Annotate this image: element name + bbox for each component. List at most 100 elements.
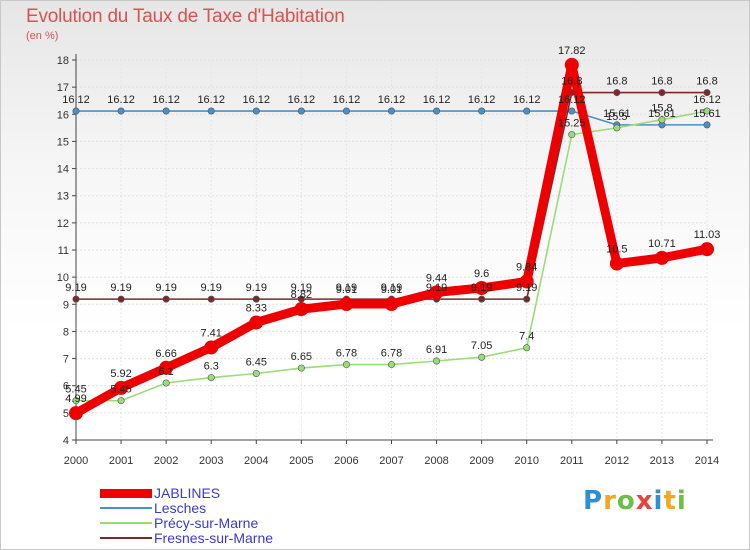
y-tick-label: 10 — [57, 272, 69, 284]
data-label: 16.12 — [423, 94, 451, 106]
data-label: 9.19 — [471, 282, 492, 294]
x-tick-label: 2014 — [695, 455, 719, 467]
x-tick-label: 2003 — [199, 455, 223, 467]
data-point — [159, 360, 174, 375]
data-point — [613, 89, 621, 97]
data-label: 6.78 — [381, 348, 402, 360]
data-point — [478, 107, 486, 115]
data-label: 6.1 — [158, 366, 173, 378]
logo-letter: t — [663, 486, 677, 516]
data-point — [162, 107, 170, 115]
data-point — [117, 295, 125, 303]
data-point — [523, 295, 531, 303]
x-tick-label: 2012 — [605, 455, 629, 467]
data-point — [249, 315, 264, 330]
y-tick-label: 6 — [63, 381, 69, 393]
data-point — [433, 357, 441, 365]
labels-pr-cy-sur-marne: 5.45 5.45 6.1 6.3 6.45 6.65 6.78 6.78 6.91 7.05 7.… — [65, 94, 720, 396]
y-tick-label: 12 — [57, 218, 69, 230]
data-label: 15.61 — [693, 108, 721, 120]
labels-jablines: 4.995.926.667.418.338.82 9.01 9.019.44 9.69… — [65, 45, 720, 405]
data-point — [114, 380, 129, 395]
chart-title: Evolution du Taux de Taxe d'Habitation — [26, 6, 345, 27]
data-label: 16.12 — [333, 94, 361, 106]
data-label: 17.82 — [558, 45, 586, 57]
data-point — [72, 107, 80, 115]
data-label: 11.03 — [694, 229, 721, 241]
y-tick-label: 13 — [57, 191, 69, 203]
y-tick-label: 5 — [63, 408, 69, 420]
data-label: 4.99 — [65, 393, 86, 405]
data-label: 15.61 — [648, 108, 676, 120]
data-label: 9.19 — [426, 282, 447, 294]
data-point — [384, 297, 399, 312]
data-label: 6.3 — [204, 361, 219, 373]
data-point — [703, 121, 711, 129]
data-label: 9.01 — [336, 284, 357, 296]
data-label: 10.5 — [606, 244, 627, 256]
data-point — [297, 364, 305, 372]
data-label: 10.71 — [648, 238, 676, 250]
data-label: 16.8 — [696, 76, 717, 88]
data-point — [339, 297, 354, 312]
proxiti-logo: Proxiti — [583, 486, 687, 516]
x-tick-label: 2007 — [379, 455, 403, 467]
y-tick-label: 7 — [63, 354, 69, 366]
data-label: 5.45 — [65, 384, 86, 396]
data-point — [703, 89, 711, 97]
legend-swatch — [100, 507, 152, 509]
data-point — [519, 274, 534, 289]
data-point — [613, 124, 621, 132]
logo-letter: i — [676, 486, 687, 516]
data-point — [568, 107, 576, 115]
x-tick-label: 2002 — [154, 455, 178, 467]
data-point — [252, 295, 260, 303]
data-label: 9.19 — [246, 282, 267, 294]
series-pr-cy-sur-marne — [72, 107, 711, 405]
logo-letter: o — [616, 486, 636, 516]
data-label: 16.8 — [561, 76, 582, 88]
series-lesches — [72, 107, 711, 129]
data-point — [387, 107, 395, 115]
y-tick-label: 16 — [57, 109, 69, 121]
x-tick-label: 2000 — [64, 455, 88, 467]
data-point — [564, 57, 579, 72]
data-label: 8.82 — [291, 289, 312, 301]
y-tick-label: 8 — [63, 326, 69, 338]
data-point — [72, 397, 80, 405]
data-label: 16.12 — [378, 94, 406, 106]
data-point — [204, 340, 219, 355]
data-label: 16.12 — [468, 94, 496, 106]
data-point — [658, 116, 666, 124]
data-label: 16.12 — [693, 94, 721, 106]
data-point — [654, 250, 669, 265]
logo-letter: P — [583, 486, 604, 516]
x-tick-label: 2010 — [514, 455, 538, 467]
data-label: 16.12 — [152, 94, 180, 106]
data-label: 8.33 — [246, 302, 267, 314]
x-tick-label: 2006 — [334, 455, 358, 467]
legend-swatch — [100, 488, 152, 498]
logo-letter: r — [603, 486, 617, 516]
data-label: 6.65 — [291, 351, 312, 363]
data-point — [433, 107, 441, 115]
data-point — [252, 369, 260, 377]
labels-lesches: 16.12 16.12 16.12 16.12 16.12 16.12 16.12 16.12… — [62, 94, 721, 120]
logo-letter: x — [635, 486, 654, 516]
data-label: 9.19 — [381, 282, 402, 294]
data-point — [69, 406, 83, 421]
data-label: 6.78 — [336, 348, 357, 360]
data-label: 16.12 — [62, 94, 90, 106]
data-label: 16.12 — [243, 94, 271, 106]
data-point — [207, 295, 215, 303]
data-label: 9.19 — [516, 282, 537, 294]
data-point — [387, 361, 395, 369]
data-point — [252, 107, 260, 115]
data-label: 16.8 — [651, 76, 672, 88]
data-point — [523, 107, 531, 115]
data-label: 9.6 — [474, 268, 489, 280]
data-point — [429, 285, 444, 300]
data-label: 9.44 — [426, 272, 447, 284]
y-tick-label: 18 — [57, 55, 69, 67]
